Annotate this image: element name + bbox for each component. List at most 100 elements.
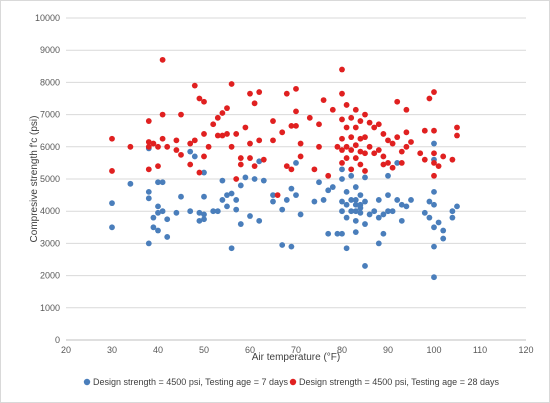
data-point xyxy=(352,155,359,161)
data-point xyxy=(201,216,207,223)
data-point xyxy=(228,245,235,252)
data-point xyxy=(348,172,355,179)
data-point xyxy=(320,97,327,104)
data-point xyxy=(210,121,217,128)
data-point xyxy=(362,150,368,157)
data-point xyxy=(293,85,299,92)
data-point xyxy=(145,118,152,124)
data-point xyxy=(256,158,263,165)
x-tick-label: 60 xyxy=(245,345,255,355)
data-point xyxy=(334,230,341,237)
data-point xyxy=(247,90,253,97)
data-point xyxy=(288,122,295,129)
y-tick-label: 7000 xyxy=(40,110,60,120)
data-point xyxy=(329,106,336,113)
data-point xyxy=(270,198,276,205)
data-point xyxy=(362,134,368,141)
data-point xyxy=(224,131,230,137)
data-point xyxy=(260,156,267,163)
data-point xyxy=(145,188,152,195)
x-tick-label: 70 xyxy=(291,345,301,355)
y-tick-label: 2000 xyxy=(40,271,60,281)
data-point xyxy=(398,160,405,166)
data-point xyxy=(288,166,295,173)
data-point xyxy=(150,140,157,147)
data-point xyxy=(403,143,410,150)
data-point xyxy=(385,160,391,166)
data-point xyxy=(251,176,258,182)
data-point xyxy=(389,140,396,147)
data-point xyxy=(375,214,382,221)
data-point xyxy=(279,129,286,136)
x-tick-labels: 20 30 40 50 60 70 80 90 100 110 120 xyxy=(61,345,534,355)
data-point xyxy=(339,66,345,73)
data-point xyxy=(256,217,263,224)
data-point xyxy=(109,224,115,231)
data-point xyxy=(311,198,318,205)
data-point xyxy=(187,208,194,215)
y-axis-title: Compresive strength f'c (psi) xyxy=(29,116,40,243)
data-point xyxy=(242,174,249,181)
data-point xyxy=(449,156,456,163)
y-tick-label: 4000 xyxy=(40,206,60,216)
data-point xyxy=(127,143,134,150)
data-point xyxy=(343,245,350,252)
data-point xyxy=(214,208,221,215)
data-point xyxy=(270,118,276,124)
data-point xyxy=(366,211,373,218)
data-point xyxy=(431,188,437,195)
data-point xyxy=(348,166,355,173)
data-point xyxy=(164,143,171,150)
data-point xyxy=(178,151,184,158)
data-point xyxy=(394,98,401,105)
data-point xyxy=(274,192,281,199)
data-point xyxy=(145,166,152,173)
data-point xyxy=(155,163,161,170)
data-point xyxy=(109,200,115,207)
data-point xyxy=(316,143,322,150)
data-point xyxy=(233,131,240,137)
data-point xyxy=(352,124,359,131)
data-point xyxy=(334,143,341,150)
data-point xyxy=(339,176,345,182)
data-point xyxy=(242,124,249,131)
data-point xyxy=(343,124,350,131)
data-point xyxy=(201,169,207,176)
data-point xyxy=(293,160,299,166)
data-point xyxy=(279,206,286,213)
data-point xyxy=(164,216,171,223)
data-point xyxy=(159,179,166,186)
data-point xyxy=(431,243,437,250)
data-point xyxy=(224,105,230,112)
y-tick-label: 0 xyxy=(55,335,60,345)
data-point xyxy=(375,147,382,153)
x-tick-label: 120 xyxy=(518,345,533,355)
x-axis-title: Air temperature (°F) xyxy=(252,352,340,363)
data-point xyxy=(214,132,221,139)
data-point xyxy=(343,188,350,195)
data-point xyxy=(403,106,410,113)
data-point xyxy=(408,139,414,145)
data-point xyxy=(297,153,304,160)
data-point xyxy=(283,90,290,97)
data-point xyxy=(288,185,295,192)
y-tick-label: 6000 xyxy=(40,142,60,152)
data-point xyxy=(357,118,364,124)
x-tick-label: 20 xyxy=(61,345,71,355)
data-point xyxy=(109,168,115,174)
data-point xyxy=(348,147,355,153)
data-point xyxy=(380,131,387,137)
data-point xyxy=(394,160,401,166)
data-point xyxy=(431,160,437,166)
data-point xyxy=(237,221,244,227)
data-point xyxy=(357,209,364,216)
data-point xyxy=(339,135,345,142)
y-tick-label: 10000 xyxy=(35,13,60,23)
data-point xyxy=(366,143,373,150)
data-point xyxy=(237,155,244,161)
data-point xyxy=(173,147,180,153)
data-point xyxy=(256,89,263,95)
data-point xyxy=(270,192,276,199)
data-points xyxy=(109,56,460,281)
